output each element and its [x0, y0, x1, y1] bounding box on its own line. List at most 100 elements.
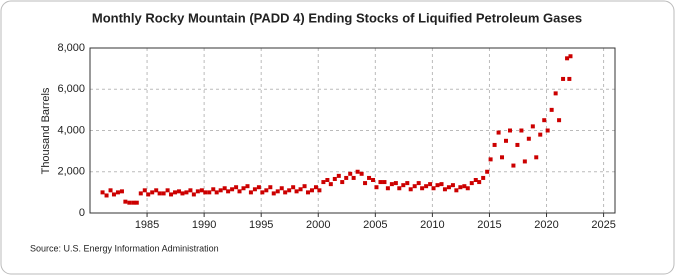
- point: [173, 190, 178, 195]
- point: [309, 188, 314, 193]
- point: [458, 185, 463, 190]
- point: [214, 190, 219, 195]
- chart-title: Monthly Rocky Mountain (PADD 4) Ending S…: [92, 10, 582, 25]
- point: [393, 181, 398, 186]
- point: [435, 183, 440, 188]
- point: [355, 169, 360, 174]
- point: [264, 188, 269, 193]
- point: [519, 128, 524, 133]
- point: [248, 190, 253, 195]
- point: [465, 186, 470, 191]
- point: [508, 128, 512, 133]
- point: [401, 183, 406, 188]
- x-tick-label: 1995: [249, 219, 273, 231]
- point: [104, 193, 109, 198]
- point: [492, 142, 497, 147]
- point: [108, 188, 113, 193]
- point: [146, 192, 151, 197]
- x-tick-label: 2020: [534, 219, 558, 231]
- point: [131, 200, 136, 205]
- y-tick-label: 8,000: [57, 42, 85, 54]
- point: [230, 187, 235, 192]
- point: [462, 184, 467, 189]
- point: [305, 190, 310, 195]
- point: [385, 186, 390, 191]
- point: [450, 183, 455, 188]
- point: [207, 190, 212, 195]
- point: [378, 180, 383, 185]
- point: [504, 138, 509, 143]
- point: [454, 188, 459, 193]
- point: [428, 182, 433, 187]
- point: [522, 159, 527, 164]
- point: [291, 185, 296, 190]
- point: [298, 187, 303, 192]
- point: [115, 190, 120, 195]
- point: [367, 175, 372, 180]
- point: [382, 180, 387, 185]
- point: [538, 132, 543, 137]
- point: [177, 189, 182, 194]
- point: [287, 188, 292, 193]
- point: [439, 182, 444, 187]
- point: [542, 118, 547, 123]
- source-note: Source: U.S. Energy Information Administ…: [30, 243, 219, 253]
- point: [184, 190, 189, 195]
- point: [351, 175, 356, 180]
- point: [389, 182, 394, 187]
- x-tick-label: 2015: [477, 219, 501, 231]
- x-tick-label: 2025: [591, 219, 615, 231]
- y-axis-label: Thousand Barrels: [40, 87, 52, 174]
- point: [488, 157, 493, 162]
- point: [211, 187, 216, 192]
- plot-area: [89, 47, 616, 214]
- point: [485, 169, 490, 174]
- point: [348, 171, 353, 176]
- point: [473, 178, 478, 182]
- point: [234, 185, 239, 190]
- point: [526, 136, 531, 141]
- point: [332, 176, 337, 181]
- point: [271, 191, 276, 196]
- point: [188, 188, 193, 193]
- x-tick-label: 1985: [135, 219, 159, 231]
- point: [545, 128, 550, 133]
- point: [363, 181, 368, 186]
- point: [534, 155, 539, 160]
- point: [397, 186, 402, 191]
- point: [134, 200, 139, 205]
- point: [191, 192, 196, 197]
- point: [549, 107, 554, 112]
- point: [446, 185, 451, 190]
- point: [142, 188, 147, 193]
- point: [138, 191, 143, 196]
- point: [359, 171, 364, 176]
- point: [412, 184, 417, 189]
- point: [157, 191, 162, 196]
- point: [511, 163, 516, 168]
- point: [199, 188, 204, 193]
- point: [256, 185, 261, 190]
- point: [252, 187, 257, 192]
- point: [317, 188, 322, 193]
- point: [371, 178, 376, 182]
- point: [328, 182, 333, 187]
- point: [336, 173, 341, 178]
- point: [245, 184, 250, 189]
- point: [165, 188, 170, 193]
- point: [477, 180, 482, 185]
- point: [275, 189, 280, 194]
- point: [374, 185, 379, 190]
- point: [169, 192, 174, 197]
- point: [442, 187, 447, 192]
- point: [226, 189, 231, 194]
- point: [203, 190, 208, 195]
- point: [313, 185, 318, 190]
- y-tick-label: 6,000: [57, 83, 85, 95]
- point: [561, 76, 566, 81]
- point: [408, 187, 413, 192]
- point: [268, 185, 273, 190]
- point: [100, 190, 105, 195]
- y-tick-label: 2,000: [57, 166, 85, 178]
- point: [500, 155, 505, 160]
